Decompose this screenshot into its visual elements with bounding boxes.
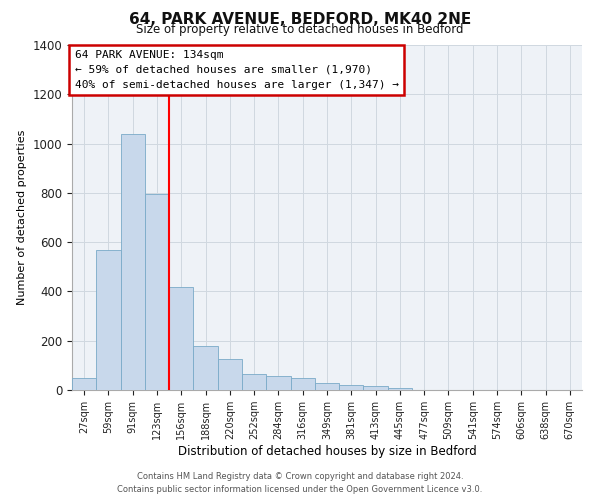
Bar [121, 134, 145, 390]
Bar [169, 286, 193, 390]
Text: 64 PARK AVENUE: 134sqm
← 59% of detached houses are smaller (1,970)
40% of semi-: 64 PARK AVENUE: 134sqm ← 59% of detached… [74, 50, 398, 90]
Text: Size of property relative to detached houses in Bedford: Size of property relative to detached ho… [136, 22, 464, 36]
Bar [218, 359, 242, 390]
Bar [388, 388, 412, 390]
Bar [242, 374, 266, 390]
Y-axis label: Number of detached properties: Number of detached properties [17, 130, 27, 305]
Bar [266, 376, 290, 390]
Text: 64, PARK AVENUE, BEDFORD, MK40 2NE: 64, PARK AVENUE, BEDFORD, MK40 2NE [129, 12, 471, 28]
Bar [145, 194, 169, 390]
Bar [339, 384, 364, 390]
Text: Contains HM Land Registry data © Crown copyright and database right 2024.
Contai: Contains HM Land Registry data © Crown c… [118, 472, 482, 494]
Bar [290, 378, 315, 390]
Bar [364, 386, 388, 390]
Bar [193, 346, 218, 390]
X-axis label: Distribution of detached houses by size in Bedford: Distribution of detached houses by size … [178, 445, 476, 458]
Bar [315, 382, 339, 390]
Bar [96, 250, 121, 390]
Bar [72, 378, 96, 390]
